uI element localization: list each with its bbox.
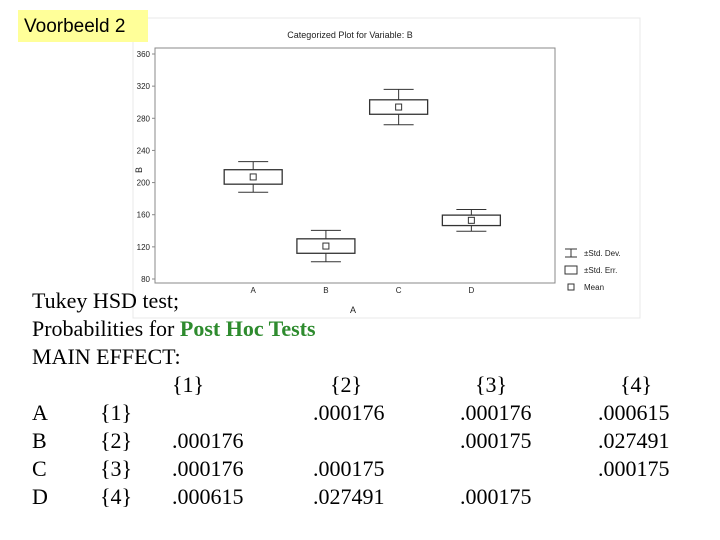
y-tick-label: 360 bbox=[137, 50, 151, 59]
table-cell: .000175 bbox=[313, 456, 385, 481]
y-tick-label: 120 bbox=[137, 243, 151, 252]
mean-point bbox=[467, 216, 475, 224]
x-tick-label: B bbox=[323, 286, 328, 295]
table-cell: .027491 bbox=[313, 484, 385, 509]
y-tick-label: 80 bbox=[141, 275, 150, 284]
legend-label: Mean bbox=[584, 283, 604, 292]
table-cell: {1} bbox=[100, 400, 132, 425]
y-tick-label: 240 bbox=[137, 146, 151, 155]
x-tick-label: D bbox=[468, 286, 474, 295]
table-header: {4} bbox=[620, 372, 652, 397]
table-header: {3} bbox=[475, 372, 507, 397]
table-cell: .000615 bbox=[172, 484, 244, 509]
label-bg bbox=[18, 10, 148, 42]
table-cell: {4} bbox=[100, 484, 132, 509]
legend-label: ±Std. Err. bbox=[584, 266, 617, 275]
text-line: MAIN EFFECT: bbox=[32, 344, 181, 369]
plot-frame bbox=[154, 47, 556, 284]
legend-symbol bbox=[567, 283, 575, 291]
table-cell: B bbox=[32, 428, 47, 453]
text-line: Tukey HSD test; bbox=[32, 288, 179, 313]
table-cell: .000176 bbox=[172, 456, 244, 481]
table-cell: .000175 bbox=[598, 456, 670, 481]
table-cell: .000175 bbox=[460, 428, 532, 453]
table-cell: .000175 bbox=[460, 484, 532, 509]
table-cell: {3} bbox=[100, 456, 132, 481]
x-tick-label: A bbox=[251, 286, 257, 295]
x-tick-label: C bbox=[396, 286, 402, 295]
y-tick-label: 200 bbox=[137, 179, 151, 188]
table-cell: .000176 bbox=[460, 400, 532, 425]
chart-title: Categorized Plot for Variable: B bbox=[287, 30, 412, 40]
table-cell: A bbox=[32, 400, 48, 425]
table-cell: {2} bbox=[100, 428, 132, 453]
mean-point bbox=[395, 103, 403, 111]
legend-label: ±Std. Dev. bbox=[584, 249, 621, 258]
legend-symbol bbox=[564, 265, 578, 275]
text-plain: Probabilities for bbox=[32, 316, 180, 341]
y-axis-label: B bbox=[134, 167, 144, 173]
chart-image bbox=[132, 17, 641, 319]
x-axis-label: A bbox=[350, 305, 356, 315]
y-tick-label: 160 bbox=[137, 211, 151, 220]
table-cell: .027491 bbox=[598, 428, 670, 453]
mean-point bbox=[322, 242, 330, 250]
table-header: {2} bbox=[330, 372, 362, 397]
text-highlight: Post Hoc Tests bbox=[180, 316, 316, 341]
table-cell: .000176 bbox=[313, 400, 385, 425]
mean-point bbox=[249, 173, 257, 181]
slide-label: Voorbeeld 2 bbox=[24, 16, 125, 37]
table-cell: D bbox=[32, 484, 48, 509]
table-cell: .000615 bbox=[598, 400, 670, 425]
y-tick-label: 280 bbox=[137, 114, 151, 123]
text-line: Probabilities for Post Hoc Tests bbox=[32, 316, 316, 341]
y-tick-label: 320 bbox=[137, 82, 151, 91]
table-cell: C bbox=[32, 456, 47, 481]
table-cell: .000176 bbox=[172, 428, 244, 453]
table-header: {1} bbox=[172, 372, 204, 397]
